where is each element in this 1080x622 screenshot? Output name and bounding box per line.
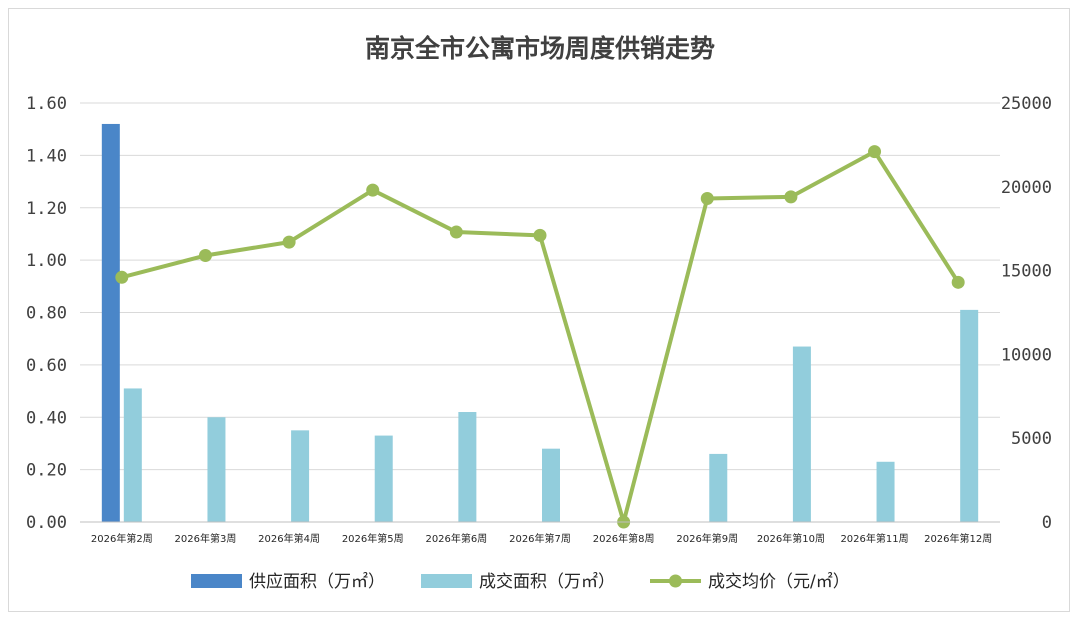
x-tick-label: 2026年第8周 [593,532,655,545]
legend-label-1: 成交面积（万㎡） [479,572,615,592]
right-tick-label: 5000 [1011,429,1052,449]
price-line [115,145,965,529]
right-axis: 0 5000 10000 15000 20000 25000 [1001,94,1052,533]
legend-swatch-1 [421,574,472,588]
left-tick-label: 0.20 [26,461,67,481]
x-tick-label: 2026年第6周 [425,532,487,545]
left-tick-label: 1.60 [26,94,67,114]
bar-supply-0 [101,123,120,522]
x-tick-label: 2026年第9周 [676,532,738,545]
left-tick-label: 1.40 [26,146,67,166]
x-tick-label: 2026年第10周 [757,532,825,545]
price-point-5 [533,228,547,242]
right-tick-label: 25000 [1001,94,1052,114]
right-tick-label: 10000 [1001,345,1052,365]
bar-deal-3 [374,435,393,522]
bars [101,123,979,522]
x-tick-label: 2026年第11周 [840,532,908,545]
left-tick-label: 0.80 [26,304,67,324]
price-point-7 [700,192,714,206]
price-point-9 [868,145,882,159]
x-tick-label: 2026年第12周 [924,532,992,545]
x-tick-label: 2026年第3周 [175,532,237,545]
legend-label-0: 供应面积（万㎡） [249,572,385,592]
bar-deal-4 [458,412,477,522]
left-axis: 0.00 0.20 0.40 0.60 0.80 1.00 1.20 1.40 1.60 [26,94,67,533]
price-point-3 [366,183,380,197]
legend-label-2: 成交均价（元/㎡） [708,572,850,592]
bar-deal-2 [291,430,310,522]
price-point-1 [198,249,212,263]
x-axis: 2026年第2周 2026年第3周 2026年第4周 2026年第5周 2026年第6周… [80,521,1000,545]
left-tick-label: 0.40 [26,408,67,428]
right-tick-label: 20000 [1001,178,1052,198]
price-point-2 [282,235,296,249]
left-tick-label: 1.20 [26,199,67,219]
bar-deal-7 [709,453,728,522]
bar-deal-1 [207,417,226,522]
bar-deal-8 [792,346,811,522]
left-tick-label: 0.00 [26,513,67,533]
price-point-8 [784,190,798,204]
price-point-10 [951,275,965,289]
x-tick-label: 2026年第5周 [342,532,404,545]
right-tick-label: 0 [1042,513,1052,533]
bar-deal-10 [960,309,979,522]
price-line-path [121,149,960,524]
price-point-0 [115,270,129,284]
x-tick-label: 2026年第4周 [258,532,320,545]
legend-swatch-0 [191,574,242,588]
x-tick-label: 2026年第7周 [509,532,571,545]
bar-deal-5 [542,448,560,522]
right-tick-label: 15000 [1001,262,1052,282]
price-point-4 [449,225,463,239]
bar-deal-9 [876,461,895,522]
chart-title: 南京全市公寓市场周度供销走势 [365,34,715,63]
x-tick-label: 2026年第2周 [91,532,153,545]
left-tick-label: 0.60 [26,356,67,376]
left-tick-label: 1.00 [26,251,67,271]
legend-swatch-marker [669,574,682,588]
legend: 供应面积（万㎡） 成交面积（万㎡） 成交均价（元/㎡） [191,572,850,592]
bar-deal-0 [123,388,142,522]
